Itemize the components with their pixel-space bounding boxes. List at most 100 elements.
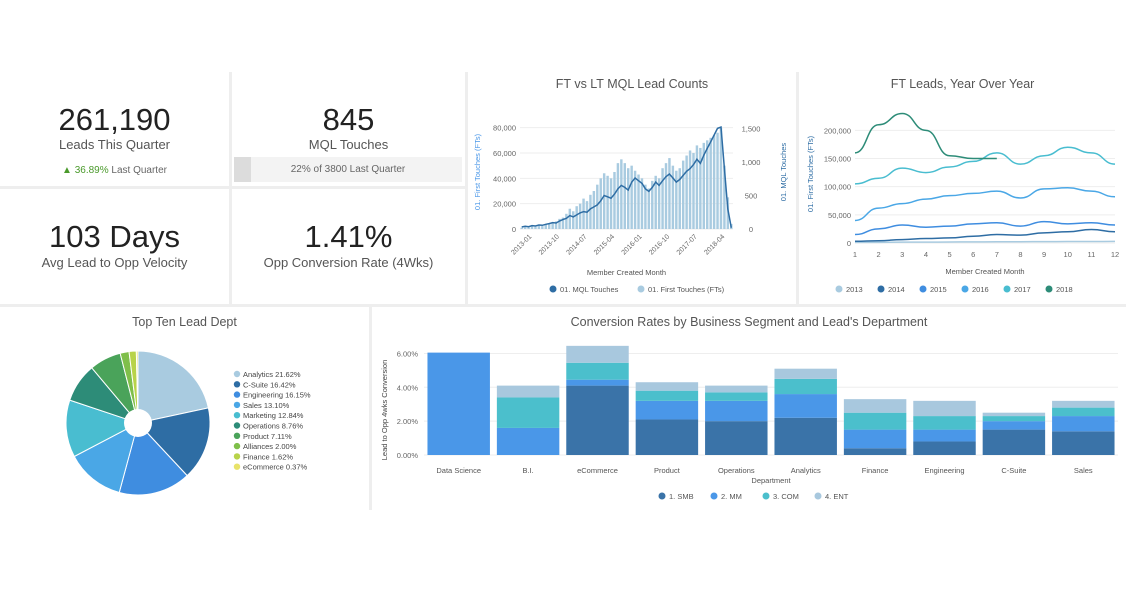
bar-segment [496,397,560,428]
y-tick-label: 80,000 [493,124,516,133]
legend-swatch [233,381,241,388]
bar [623,163,626,229]
legend-label: 2. MM [721,492,742,501]
x-tick-label: Engineering [924,466,964,475]
x-tick-label: 6 [971,250,975,259]
legend-swatch [233,391,241,398]
divider [465,72,468,304]
bar [633,170,637,229]
progress-text: 22% of 3800 Last Quarter [290,164,406,175]
bar-segment [982,412,1046,417]
bar [544,224,547,229]
y-tick-label: 60,000 [493,149,516,158]
legend-label: 2017 [1014,285,1031,294]
x-tick-label: 2014-07 [565,233,588,256]
bar [688,150,692,229]
x-tick-label: 3 [900,250,904,259]
legend-label: eCommerce 0.37% [243,463,308,472]
y-tick-label: 6.00% [397,349,419,358]
bar [534,226,537,229]
kpi-label: Leads This Quarter [58,137,171,152]
kpi-value: 103 Days [49,219,180,254]
kpi-label: Avg Lead to Opp Velocity [41,255,188,270]
mql-progress-bar: 22% of 3800 Last Quarter [234,157,462,182]
bar [647,188,651,229]
bar-segment [566,362,629,380]
bar [678,168,681,229]
x-tick-label: 10 [1064,250,1072,259]
bar-segment [982,416,1046,422]
bar [695,145,699,229]
top-ten-lead-dept-chart[interactable]: Analytics 21.62%C-Suite 16.42% Engineerin… [0,333,369,510]
conversion-rates-chart[interactable]: 0.00% 2.00% 4.00% 6.00% Data Science B.I. eCom… [372,333,1126,510]
bar [578,203,582,229]
bar [661,168,664,229]
legend-label: 2013 [846,285,863,294]
bar [585,201,589,229]
x-tick-label: 5 [947,250,951,259]
bar-segment [427,352,490,455]
y-tick-label: 50,000 [828,211,851,220]
divider [0,304,1126,307]
bar [620,159,623,229]
bar [640,178,644,229]
bar [668,158,671,229]
legend-swatch [233,370,241,378]
bar [712,135,716,229]
legend-swatch [877,285,885,293]
legend-swatch [233,453,241,460]
legend-label: Product 7.11% [243,432,292,441]
y-axis-label: Lead to Opp 4wks Conversion [380,360,389,460]
bar-segment [913,441,976,455]
bar [575,206,578,229]
x-tick-label: 2018-04 [703,233,726,256]
divider [0,186,465,189]
ft-vs-lt-chart[interactable]: 0 20,000 40,000 60,000 80,000 0 500 1,000 1,500 2… [468,95,796,304]
x-tick-label: Analytics [791,466,821,475]
series-line [854,146,1116,185]
bar [582,198,585,229]
x-tick-label: 12 [1111,250,1119,259]
legend-swatch [233,442,241,450]
bar [599,178,602,229]
x-tick-label: Operations [718,466,755,475]
legend-label: 3. COM [773,492,799,501]
bar-segment [1052,400,1115,408]
kpi-conversion-tile[interactable]: 1.41% Opp Conversion Rate (4Wks) [232,189,465,304]
y-tick-label: 40,000 [493,174,516,183]
bar [568,208,572,229]
y-axis-label: 01. First Touches (FTs) [473,133,482,210]
bar [675,170,678,229]
pie-hole [124,409,152,437]
kpi-velocity-tile[interactable]: 103 Days Avg Lead to Opp Velocity [0,189,229,304]
legend-swatch [658,492,666,500]
pie-slice [135,350,139,424]
bar [520,227,523,229]
bar [537,225,541,229]
bar-segment [566,345,629,363]
legend-label: 01. MQL Touches [560,285,619,294]
legend-label: Finance 1.62% [243,452,293,461]
x-tick-label: 4 [924,250,928,259]
bar [602,173,606,229]
bar [592,191,596,229]
legend-swatch [762,492,770,500]
x-axis-label: Department [751,476,791,485]
bar [657,178,661,229]
series-line [854,220,1116,236]
kpi-leads-tile[interactable]: 261,190 Leads This Quarter ▲ 36.89% Last… [0,72,229,186]
bar-segment [496,385,560,398]
legend-label: Sales 13.10% [243,401,290,410]
bar [565,213,568,229]
x-tick-label: eCommerce [577,466,618,475]
bar-segment [774,368,837,379]
legend-swatch [549,285,557,293]
bar-segment [913,416,976,430]
legend-swatch [233,401,241,409]
x-tick-label: Finance [862,466,889,475]
x-tick-label: 8 [1018,250,1022,259]
y2-tick-label: 1,000 [742,158,761,167]
pie-slice [137,407,211,477]
kpi-label: MQL Touches [308,137,389,152]
